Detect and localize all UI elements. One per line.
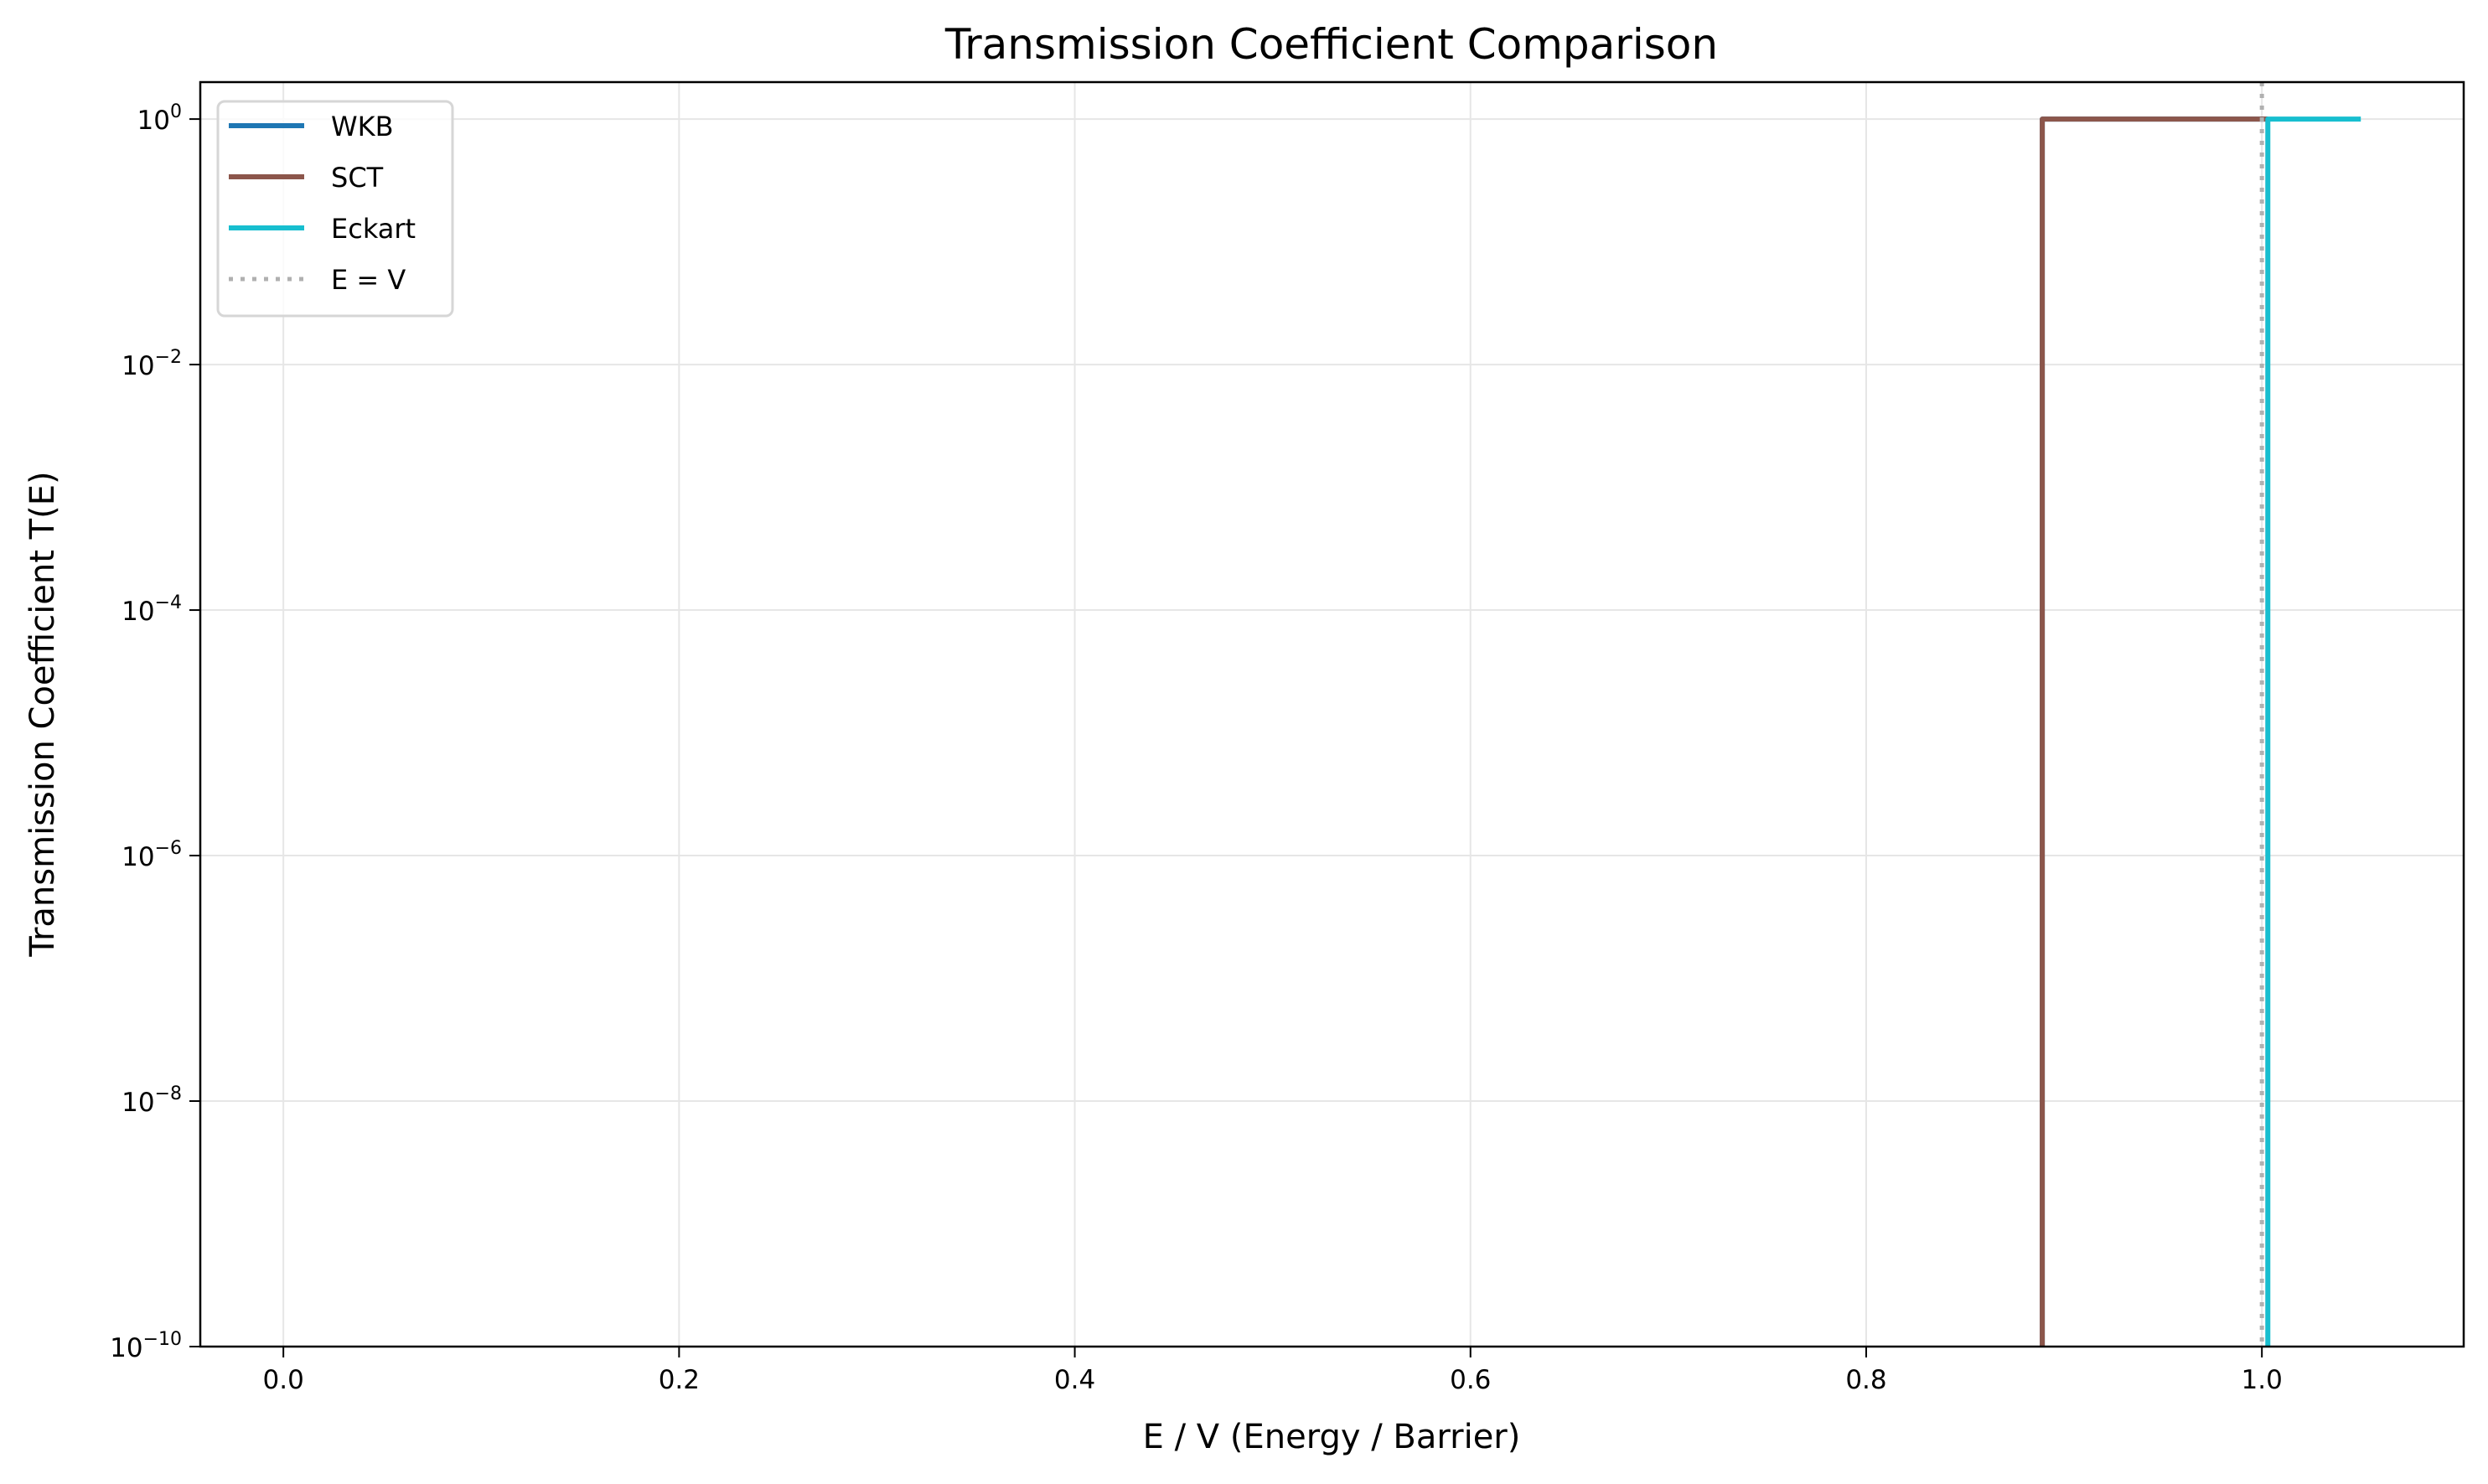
y-tick-label: 10−6 <box>122 838 182 872</box>
y-axis-label: Transmission Coefficient T(E) <box>23 471 62 957</box>
x-axis-label: E / V (Energy / Barrier) <box>1143 1418 1521 1456</box>
legend-box <box>216 100 454 318</box>
chart-title: Transmission Coefficient Comparison <box>944 20 1718 69</box>
x-tick-label: 0.6 <box>1450 1365 1491 1395</box>
legend-label: Eckart <box>331 213 416 245</box>
series-group <box>2040 82 2361 1347</box>
x-tick-label: 0.0 <box>263 1365 304 1395</box>
x-tick-label: 0.8 <box>1845 1365 1886 1395</box>
legend-label: SCT <box>331 162 384 194</box>
series-sct-line <box>2040 116 2268 1347</box>
legend-label: E = V <box>331 264 406 296</box>
x-tick-label: 0.4 <box>1054 1365 1095 1395</box>
y-tick-label: 100 <box>137 101 182 136</box>
y-tick-label: 10−2 <box>122 347 182 381</box>
series-eckart-line <box>2265 116 2361 1347</box>
legend: WKB SCT Eckart E = V <box>216 100 454 318</box>
y-axis: 100 10−2 10−4 10−6 10−8 10−10 <box>110 101 200 1363</box>
x-axis: 0.0 0.2 0.4 0.6 0.8 1.0 <box>263 1347 2283 1395</box>
axes-frame <box>199 80 2465 1348</box>
x-tick-label: 0.2 <box>659 1365 700 1395</box>
y-tick-label: 10−10 <box>110 1329 182 1363</box>
legend-label: WKB <box>331 111 394 142</box>
plot-area <box>2040 82 2361 1347</box>
y-tick-label: 10−4 <box>122 592 182 627</box>
y-tick-label: 10−8 <box>122 1083 182 1118</box>
x-tick-label: 1.0 <box>2242 1365 2283 1395</box>
